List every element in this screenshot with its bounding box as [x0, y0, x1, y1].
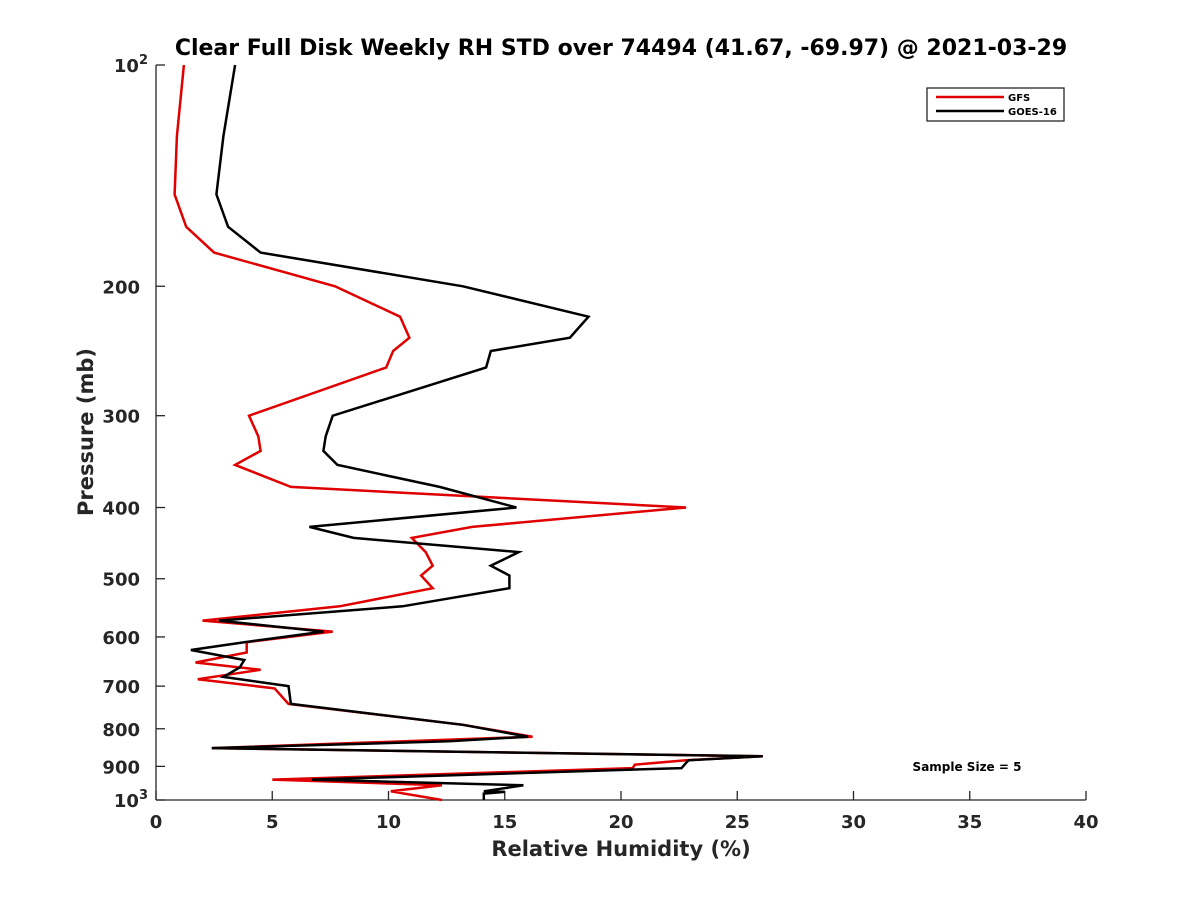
series-line-gfs	[173, 64, 763, 802]
legend-label-gfs: GFS	[1008, 93, 1030, 104]
y-tick-label: 200	[102, 277, 140, 298]
y-tick-label: 500	[102, 570, 140, 591]
x-tick-label: 0	[150, 812, 163, 833]
x-ticks: 0 5 10 15 20 25 30 35 40	[150, 791, 1099, 833]
y-tick-label: 300	[102, 407, 140, 428]
y-axis-label: Pressure (mb)	[74, 348, 98, 516]
y-tick-label: 700	[102, 677, 140, 698]
x-tick-label: 35	[957, 812, 982, 833]
x-tick-label: 20	[608, 812, 633, 833]
series-lines	[173, 64, 763, 802]
x-axis-label: Relative Humidity (%)	[491, 837, 750, 861]
plot-axes	[155, 65, 1086, 801]
x-tick-label: 25	[725, 812, 750, 833]
y-tick-label: 103	[114, 788, 148, 812]
sample-size-annotation: Sample Size = 5	[913, 760, 1022, 774]
x-tick-label: 15	[492, 812, 517, 833]
y-ticks: 102 200 300 400 500 600 700 800 900 103	[102, 53, 165, 812]
legend-box	[926, 87, 1065, 122]
y-tick-label: 102	[114, 53, 148, 77]
y-tick-label: 900	[102, 757, 140, 778]
legend: GFS GOES-16	[926, 87, 1065, 122]
y-tick-label: 400	[102, 499, 140, 520]
series-line-goes16	[190, 64, 763, 800]
x-tick-label: 5	[266, 812, 279, 833]
legend-label-goes16: GOES-16	[1008, 107, 1057, 118]
x-tick-label: 40	[1073, 812, 1098, 833]
x-tick-label: 10	[376, 812, 401, 833]
x-tick-label: 30	[841, 812, 866, 833]
chart-title: Clear Full Disk Weekly RH STD over 74494…	[175, 36, 1067, 61]
y-tick-label: 800	[102, 720, 140, 741]
y-tick-label: 600	[102, 628, 140, 649]
